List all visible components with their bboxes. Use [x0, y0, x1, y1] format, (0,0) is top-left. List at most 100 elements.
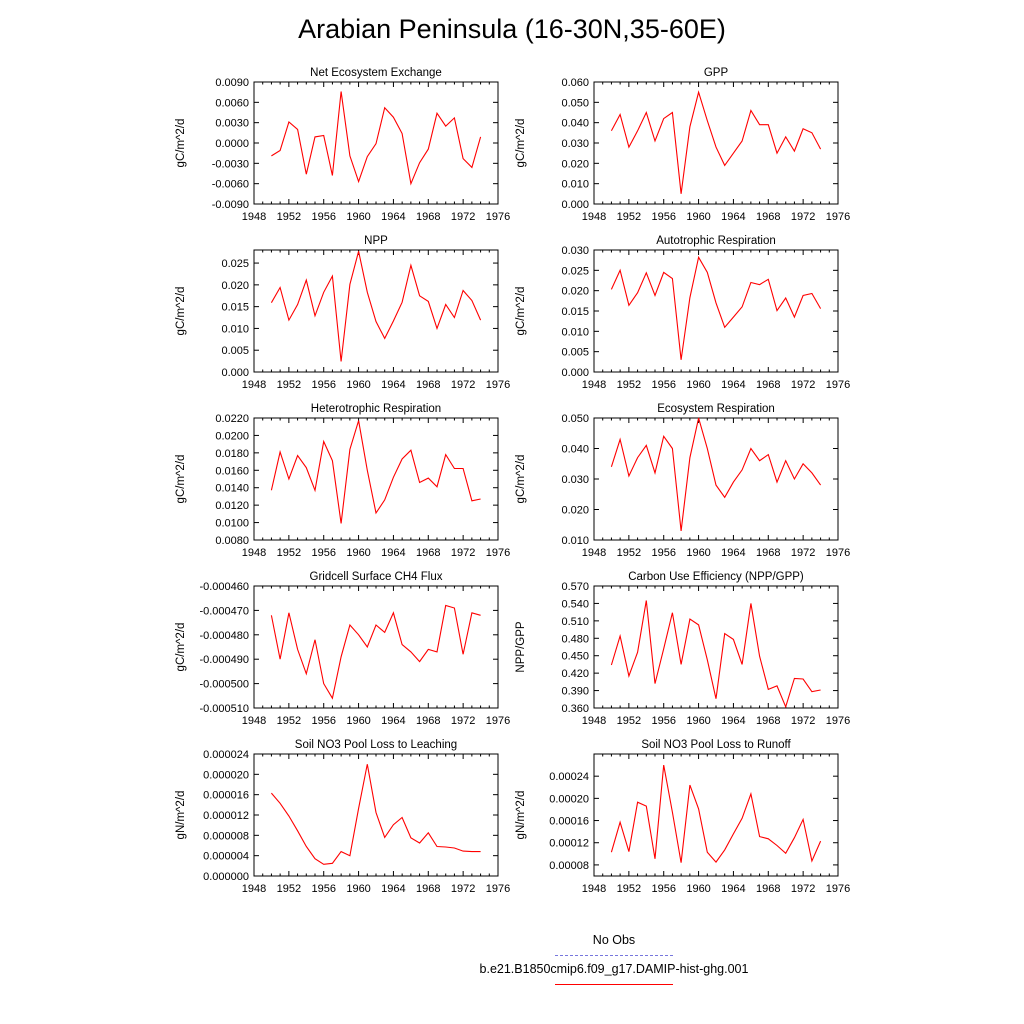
y-tick-label: 0.000 [561, 199, 589, 211]
y-tick-label: -0.000480 [199, 630, 249, 642]
x-tick-label: 1952 [617, 379, 641, 391]
y-axis-label: gC/m^2/d [175, 119, 187, 168]
x-tick-label: 1972 [791, 379, 815, 391]
x-tick-label: 1960 [346, 211, 370, 223]
x-tick-label: 1972 [451, 547, 475, 559]
y-tick-label: 0.00008 [549, 860, 589, 872]
y-tick-label: 0.015 [221, 302, 249, 314]
y-tick-label: 0.0060 [215, 97, 249, 109]
y-tick-label: 0.0220 [215, 413, 249, 425]
plot-frame [253, 417, 499, 541]
y-axis-label: gC/m^2/d [175, 455, 187, 504]
y-tick-label: 0.030 [561, 138, 589, 150]
y-axis-label: gC/m^2/d [175, 623, 187, 672]
series-line [610, 417, 822, 531]
x-tick-label: 1972 [451, 883, 475, 895]
y-tick-label: 0.040 [561, 444, 589, 456]
y-tick-label: 0.480 [561, 633, 589, 645]
y-tick-label: 0.000 [221, 367, 249, 379]
x-tick-label: 1956 [651, 547, 675, 559]
x-tick-label: 1956 [311, 211, 335, 223]
chart-panel: Gridcell Surface CH4 Flux 1948 1952 1956 196… [175, 571, 510, 727]
x-tick-label: 1960 [346, 547, 370, 559]
x-tick-label: 1968 [756, 715, 780, 727]
y-tick-label: 0.010 [561, 535, 589, 547]
y-tick-label: 0.020 [561, 286, 589, 298]
y-tick-label: 0.020 [561, 158, 589, 170]
y-tick-label: 0.420 [561, 668, 589, 680]
plot-frame [253, 249, 499, 373]
x-tick-label: 1948 [582, 211, 606, 223]
chart-panel: GPP 1948 1952 1956 1960 1964 1968 1972 1976 0.000… [515, 67, 850, 223]
x-tick-label: 1976 [486, 211, 510, 223]
y-tick-label: 0.450 [561, 651, 589, 663]
y-tick-label: 0.025 [561, 265, 589, 277]
y-tick-label: 0.020 [221, 280, 249, 292]
y-axis-label: gC/m^2/d [515, 119, 527, 168]
page-title: Arabian Peninsula (16-30N,35-60E) [298, 14, 726, 44]
x-tick-label: 1968 [416, 379, 440, 391]
x-tick-label: 1972 [451, 379, 475, 391]
x-tick-label: 1952 [277, 715, 301, 727]
x-tick-label: 1964 [721, 715, 745, 727]
x-tick-label: 1972 [451, 211, 475, 223]
chart-panel: Ecosystem Respiration 1948 1952 1956 1960 196… [515, 403, 850, 559]
x-tick-label: 1976 [826, 883, 850, 895]
y-tick-label: -0.000460 [199, 581, 249, 593]
legend-label-no-obs: No Obs [592, 933, 636, 947]
x-tick-label: 1948 [582, 547, 606, 559]
x-tick-label: 1976 [486, 883, 510, 895]
x-tick-label: 1976 [826, 211, 850, 223]
y-tick-label: -0.0090 [212, 199, 249, 211]
x-tick-label: 1964 [381, 715, 405, 727]
y-tick-label: 0.360 [561, 703, 589, 715]
y-tick-label: 0.0080 [215, 535, 249, 547]
x-tick-label: 1956 [651, 379, 675, 391]
y-tick-label: 0.000000 [203, 871, 249, 883]
y-tick-label: -0.0060 [212, 179, 249, 191]
x-tick-label: 1952 [617, 883, 641, 895]
x-tick-label: 1964 [721, 211, 745, 223]
x-tick-label: 1964 [721, 379, 745, 391]
x-tick-label: 1964 [381, 379, 405, 391]
x-tick-label: 1964 [721, 883, 745, 895]
x-tick-label: 1948 [582, 715, 606, 727]
x-tick-label: 1952 [617, 715, 641, 727]
x-tick-label: 1968 [756, 211, 780, 223]
y-tick-label: 0.000020 [203, 769, 249, 781]
x-tick-label: 1968 [416, 715, 440, 727]
x-tick-label: 1952 [617, 211, 641, 223]
plot-frame [593, 417, 839, 541]
x-tick-label: 1960 [346, 883, 370, 895]
y-tick-label: 0.0120 [215, 500, 249, 512]
x-tick-label: 1972 [791, 883, 815, 895]
x-tick-label: 1976 [486, 379, 510, 391]
x-tick-label: 1960 [686, 883, 710, 895]
y-tick-label: 0.00020 [549, 793, 589, 805]
y-tick-label: 0.0000 [215, 138, 249, 150]
y-tick-label: 0.0200 [215, 430, 249, 442]
x-tick-label: 1976 [826, 715, 850, 727]
series-line [610, 90, 822, 194]
y-tick-label: 0.390 [561, 686, 589, 698]
y-tick-label: 0.00024 [549, 771, 589, 783]
y-tick-label: 0.040 [561, 118, 589, 130]
x-tick-label: 1952 [277, 211, 301, 223]
series-line [270, 764, 481, 865]
x-tick-label: 1960 [686, 547, 710, 559]
y-axis-label: gC/m^2/d [175, 287, 187, 336]
y-tick-label: -0.000470 [199, 605, 249, 617]
y-tick-label: 0.000012 [203, 810, 249, 822]
panel-title: GPP [704, 67, 729, 79]
x-tick-label: 1972 [451, 715, 475, 727]
series-line [271, 91, 482, 186]
x-tick-label: 1968 [416, 211, 440, 223]
x-tick-label: 1972 [791, 715, 815, 727]
y-tick-label: 0.0180 [215, 448, 249, 460]
chart-panel: Carbon Use Efficiency (NPP/GPP) 1948 1952 1… [515, 571, 850, 727]
y-tick-label: -0.0030 [212, 158, 249, 170]
x-tick-label: 1964 [381, 883, 405, 895]
x-tick-label: 1968 [416, 883, 440, 895]
x-tick-label: 1956 [311, 715, 335, 727]
x-tick-label: 1960 [346, 715, 370, 727]
